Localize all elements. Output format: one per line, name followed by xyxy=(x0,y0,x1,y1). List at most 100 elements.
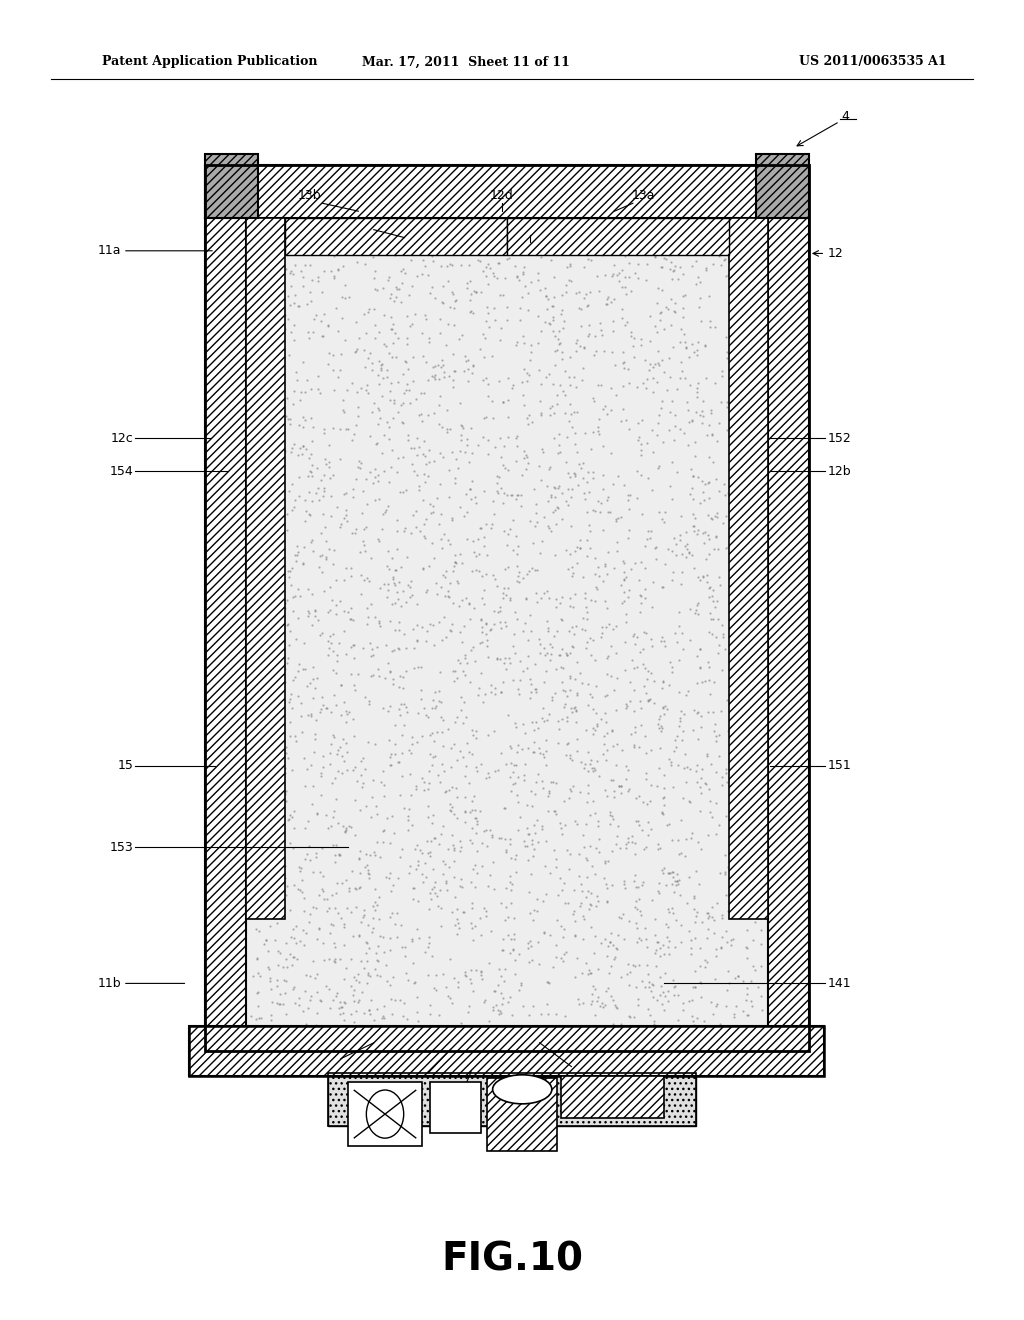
Point xyxy=(595,997,611,1018)
Point xyxy=(279,970,295,991)
Point xyxy=(719,771,735,792)
Point xyxy=(578,1018,594,1039)
Point xyxy=(455,660,471,681)
Point xyxy=(416,444,432,465)
Point xyxy=(348,519,365,540)
Point xyxy=(612,783,629,804)
Point xyxy=(343,902,359,923)
Point xyxy=(551,334,567,355)
Point xyxy=(282,942,298,964)
Point xyxy=(549,393,565,414)
Point xyxy=(263,1010,280,1031)
Point xyxy=(484,999,501,1020)
Bar xyxy=(328,1073,696,1126)
Point xyxy=(376,775,392,796)
Point xyxy=(503,879,519,900)
Point xyxy=(433,356,450,378)
Point xyxy=(732,447,749,469)
Point xyxy=(338,227,354,248)
Point xyxy=(541,618,557,639)
Point xyxy=(304,416,321,437)
Point xyxy=(413,680,429,701)
Point xyxy=(385,393,401,414)
Point xyxy=(553,709,569,730)
Point xyxy=(653,626,670,647)
Point xyxy=(567,422,584,444)
Point xyxy=(380,495,396,516)
Point xyxy=(386,1027,402,1048)
Point xyxy=(552,867,568,888)
Point xyxy=(542,704,558,725)
Point xyxy=(630,989,646,1010)
Point xyxy=(439,313,456,334)
Point xyxy=(495,454,511,475)
Point xyxy=(519,795,536,816)
Point xyxy=(456,506,472,527)
Point xyxy=(494,742,510,763)
Point xyxy=(664,268,680,289)
Point xyxy=(554,609,570,630)
Point xyxy=(362,665,379,686)
Point xyxy=(637,725,653,746)
Point xyxy=(248,834,264,855)
Point xyxy=(483,346,500,367)
Point xyxy=(354,907,371,928)
Point xyxy=(389,461,406,482)
Text: 12b: 12b xyxy=(827,465,851,478)
Point xyxy=(282,899,298,920)
Point xyxy=(550,329,566,350)
Point xyxy=(247,309,263,330)
Point xyxy=(709,502,725,523)
Point xyxy=(645,572,662,593)
Point xyxy=(666,902,682,923)
Point xyxy=(256,667,272,688)
Point xyxy=(685,466,701,487)
Point xyxy=(259,323,275,345)
Point xyxy=(724,356,740,378)
Point xyxy=(445,850,462,871)
Point xyxy=(462,302,478,323)
Point xyxy=(722,1027,738,1048)
Point xyxy=(450,972,466,993)
Point xyxy=(284,499,300,520)
Point xyxy=(748,826,764,847)
Point xyxy=(410,851,426,873)
Point xyxy=(300,998,316,1019)
Point xyxy=(274,781,291,803)
Point xyxy=(334,308,350,329)
Point xyxy=(538,741,554,762)
Point xyxy=(488,576,505,597)
Point xyxy=(414,230,430,251)
Point xyxy=(646,239,663,260)
Point xyxy=(359,614,376,635)
Point xyxy=(437,781,454,803)
Point xyxy=(246,593,262,614)
Point xyxy=(305,776,322,797)
Point xyxy=(656,962,673,983)
Point xyxy=(333,675,349,696)
Point xyxy=(696,473,713,494)
Point xyxy=(299,293,315,314)
Point xyxy=(600,286,616,308)
Point xyxy=(717,863,733,884)
Point xyxy=(740,843,757,865)
Point xyxy=(548,772,564,793)
Point xyxy=(595,570,611,591)
Point xyxy=(251,920,267,941)
Point xyxy=(527,783,544,804)
Point xyxy=(714,775,730,796)
Point xyxy=(718,265,734,286)
Point xyxy=(497,611,513,632)
Point xyxy=(550,733,566,754)
Point xyxy=(666,528,682,549)
Point xyxy=(484,263,501,284)
Point xyxy=(685,719,701,741)
Point xyxy=(305,309,322,330)
Point xyxy=(427,746,443,767)
Point xyxy=(521,931,538,952)
Point xyxy=(350,990,367,1011)
Point xyxy=(570,474,587,495)
Point xyxy=(384,903,400,924)
Point xyxy=(524,845,541,866)
Point xyxy=(256,355,272,376)
